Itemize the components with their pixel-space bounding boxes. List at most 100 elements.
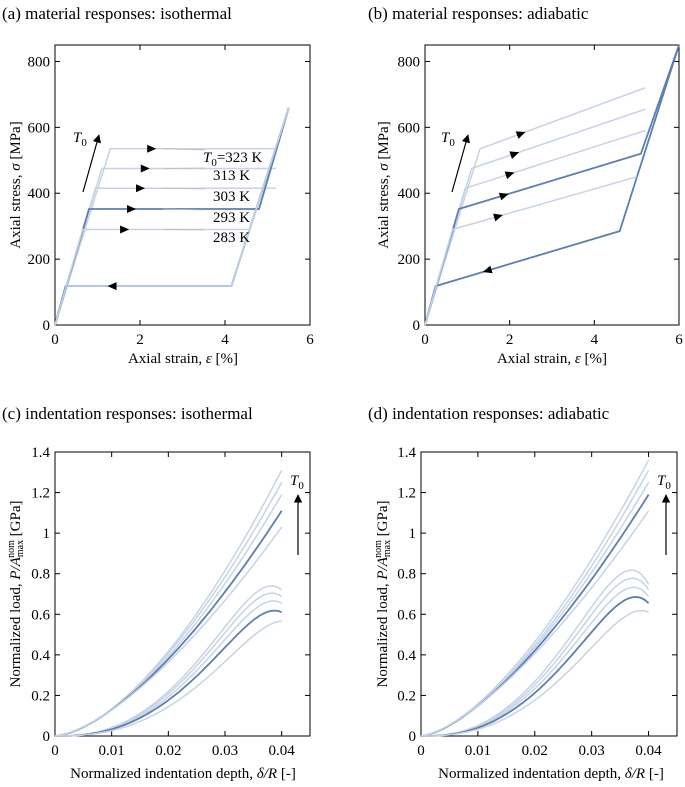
x-tick-label: 0.02 [155, 743, 181, 759]
series-293-k [424, 44, 680, 326]
panel-d-t0-label: T0 [657, 473, 671, 492]
panel-c-ylabel: Normalized load, P/Amaxnom [GPa] [6, 501, 26, 688]
unload-direction-arrow [482, 265, 493, 274]
panel-d-xlabel: Normalized indentation depth, δ/R [-] [438, 766, 664, 782]
panel-c-curves [54, 469, 283, 737]
y-tick-label: 1 [409, 526, 417, 542]
panel-b-title: (b) material responses: adiabatic [368, 4, 589, 23]
unloading-path [65, 107, 290, 287]
panel-a-temperature-labels: T0=323 K 313 K 303 K 293 K 283 K [163, 148, 263, 246]
y-tick-label: 1.4 [397, 445, 416, 461]
series-t0-reference [54, 510, 283, 737]
panel-b-ticks: 0 2 4 6 0 200 400 600 800 [398, 45, 683, 348]
y-tick-label: 0 [43, 729, 51, 745]
direction-arrow [493, 213, 503, 222]
panel-a-frame [54, 44, 311, 326]
unload-direction-arrow [107, 282, 117, 291]
temp-label-leader [163, 167, 206, 169]
y-tick-label: 200 [28, 252, 51, 268]
x-tick-label: 0.04 [635, 743, 662, 759]
x-tick-label: 2 [136, 332, 144, 348]
y-tick-label: 0.8 [397, 567, 416, 583]
direction-arrow [127, 205, 136, 214]
direction-arrow [515, 131, 526, 139]
direction-arrow [147, 144, 157, 153]
unloading-path [55, 600, 283, 737]
unloading-path [55, 609, 282, 737]
series-323-k [424, 87, 646, 326]
loading-path [424, 44, 680, 326]
y-tick-label: 1 [43, 526, 51, 542]
panel-d-frame [420, 451, 678, 737]
y-tick-label: 0.4 [397, 648, 416, 664]
y-tick-label: 0.2 [397, 688, 416, 704]
direction-arrow [136, 184, 146, 193]
panel-b-t0-label: T0 [441, 130, 455, 149]
direction-arrow [140, 164, 150, 173]
y-tick-label: 0.4 [31, 648, 50, 664]
x-tick-label: 0.01 [465, 743, 491, 759]
panel-b-t0-arrow [451, 134, 471, 193]
panel-b-ylabel: Axial stress, σ [MPa] [376, 121, 392, 248]
y-tick-label: 800 [28, 54, 51, 70]
x-tick-label: 0 [51, 743, 59, 759]
panel-d-title: (d) indentation responses: adiabatic [368, 404, 610, 423]
panel-c-ticks: 0 0.01 0.02 0.03 0.04 0 0.2 0.4 0.6 0.8 1 1.2 1.4 [31, 445, 310, 759]
panel-d-ylabel: Normalized load, P/Amaxnom [GPa] [373, 501, 393, 688]
x-tick-label: 4 [221, 332, 229, 348]
panel-a-ticks: 0 2 4 6 0 200 400 600 800 [28, 45, 314, 348]
x-tick-label: 0 [421, 332, 429, 348]
loading-path [54, 526, 283, 737]
loading-path [424, 176, 637, 326]
y-tick-label: 0 [413, 318, 421, 334]
y-tick-label: 0.8 [31, 567, 50, 583]
x-tick-label: 0.04 [269, 743, 296, 759]
x-tick-label: 0.01 [99, 743, 125, 759]
unloading-path [55, 585, 283, 737]
series-283-k [424, 176, 637, 326]
x-tick-label: 0 [51, 332, 59, 348]
unloading-path [421, 586, 650, 737]
x-tick-label: 2 [506, 332, 514, 348]
loading-path [54, 148, 276, 326]
x-tick-label: 6 [306, 332, 314, 348]
unloading-path [424, 44, 680, 326]
unloading-path [421, 596, 650, 737]
y-tick-label: 1.2 [31, 486, 50, 502]
panel-c-frame [54, 451, 311, 737]
x-tick-label: 0.02 [522, 743, 548, 759]
temp-label-283: 283 K [213, 230, 250, 246]
temp-label-323: T0=323 K [203, 150, 263, 169]
series-t0-curve-2 [420, 469, 650, 737]
panel-c-xlabel: Normalized indentation depth, δ/R [-] [70, 766, 296, 782]
loading-path [420, 510, 650, 737]
unloading-path [55, 620, 282, 737]
y-tick-label: 1.4 [31, 445, 50, 461]
y-tick-label: 600 [398, 120, 421, 136]
y-tick-label: 200 [398, 252, 421, 268]
series-t0-curve-5 [420, 510, 650, 737]
y-tick-label: 1.2 [397, 486, 416, 502]
unloading-path [65, 107, 290, 287]
panel-b-frame [424, 44, 680, 326]
panel-a-t0-label: T0 [73, 130, 87, 149]
panel-b-xlabel: Axial strain, ε [%] [497, 351, 607, 367]
panel-d: (d) indentation responses: adiabatic 0 0.… [368, 404, 678, 782]
y-tick-label: 0 [409, 729, 417, 745]
x-tick-label: 0.03 [212, 743, 238, 759]
loading-path [420, 469, 650, 737]
y-tick-label: 800 [398, 54, 421, 70]
x-tick-label: 6 [675, 332, 683, 348]
direction-arrow [120, 225, 130, 234]
panel-d-ticks: 0 0.01 0.02 0.03 0.04 0 0.2 0.4 0.6 0.8 1 1.2 1.4 [397, 445, 677, 759]
panel-a-ylabel: Axial stress, σ [MPa] [8, 121, 24, 248]
temp-label-leader [163, 208, 206, 211]
temp-label-293: 293 K [213, 210, 250, 226]
y-tick-label: 0.6 [31, 607, 50, 623]
loading-path [54, 510, 283, 737]
direction-arrow [509, 151, 520, 159]
x-tick-label: 0 [417, 743, 425, 759]
y-tick-label: 0.2 [31, 688, 50, 704]
